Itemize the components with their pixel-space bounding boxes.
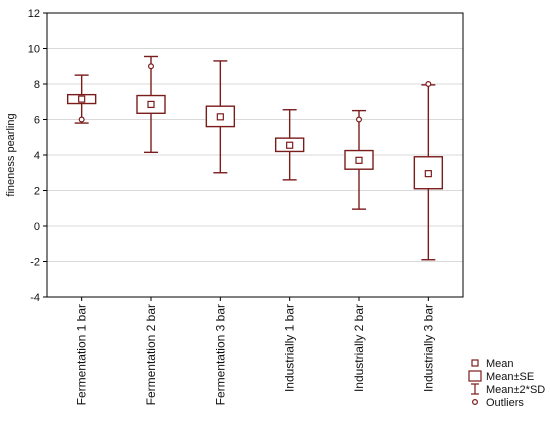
outlier-point (78, 116, 85, 123)
mean-marker (216, 113, 224, 121)
legend-outlier-label: Outliers (486, 397, 524, 409)
y-tick-label: 0 (34, 221, 40, 233)
mean-marker (355, 156, 363, 164)
y-tick-label: 12 (28, 8, 40, 20)
legend-outlier-symbol (472, 399, 479, 406)
box-group (413, 80, 444, 261)
se-box (413, 156, 444, 190)
legend-sd-label: Mean±2*SD (486, 384, 545, 396)
x-axis-ticks: Fermentation 1 bar Fermentation 2 bar Ferm… (75, 297, 435, 405)
y-tick-label: 4 (34, 150, 40, 162)
y-tick-label: 8 (34, 79, 40, 91)
mean-marker (147, 100, 155, 109)
outlier-point (148, 63, 155, 70)
box-group (274, 109, 305, 181)
x-tick-label: Industrially 2 bar (352, 304, 366, 392)
y-axis-label: fineness pearling (5, 113, 17, 196)
x-tick-label: Industrially 1 bar (283, 304, 297, 392)
y-tick-label: -2 (30, 257, 40, 269)
y-tick-label: 6 (34, 115, 40, 127)
y-tick-label: 10 (28, 44, 40, 56)
box-group (66, 74, 97, 124)
box-group (205, 60, 236, 174)
y-axis-ticks: -4 -2 0 2 4 6 8 10 12 (28, 8, 47, 304)
legend-se-label: Mean±SE (486, 371, 534, 383)
y-tick-label: 2 (34, 186, 40, 198)
mean-marker (424, 170, 432, 178)
x-tick-label: Fermentation 2 bar (144, 304, 158, 405)
outlier-point (425, 80, 432, 87)
outlier-point (356, 116, 363, 123)
legend-mean-label: Mean (486, 358, 514, 370)
mean-marker (78, 95, 86, 103)
y-tick-label: -4 (30, 292, 40, 304)
grid-lines (47, 48, 463, 262)
mean-marker (286, 141, 294, 149)
x-tick-label: Industrially 3 bar (421, 304, 435, 392)
x-tick-label: Fermentation 3 bar (213, 304, 227, 405)
legend-se-symbol (468, 370, 482, 382)
box-group (136, 55, 166, 154)
boxes-layer (66, 55, 444, 261)
x-tick-label: Fermentation 1 bar (75, 304, 89, 405)
box-group (344, 109, 374, 210)
legend-mean-symbol (471, 359, 479, 367)
